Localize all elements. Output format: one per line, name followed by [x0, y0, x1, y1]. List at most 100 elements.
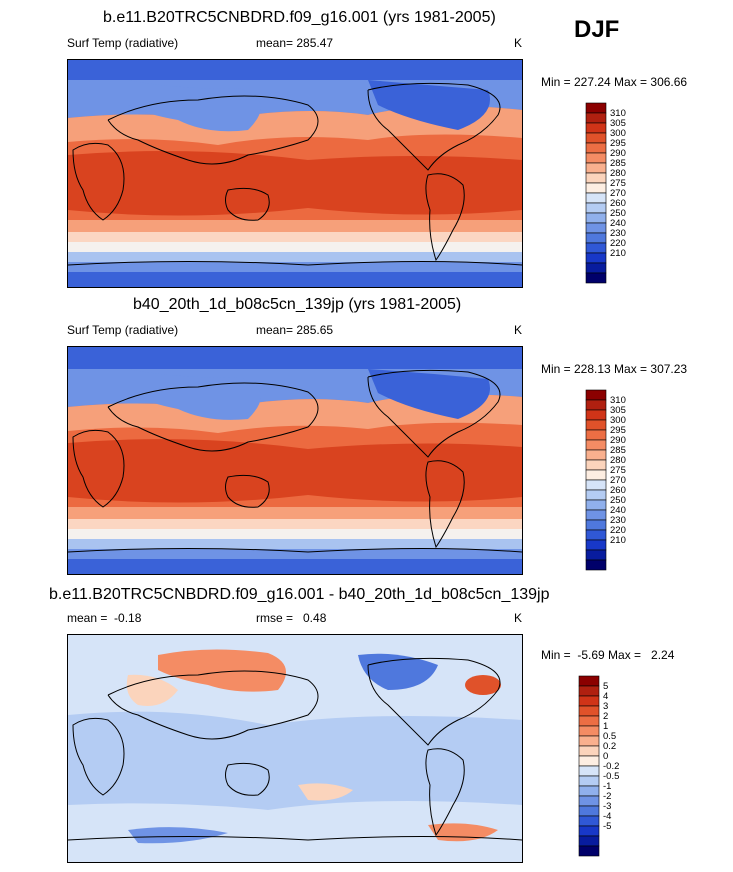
colorbar-tick-label: 280	[610, 455, 626, 466]
colorbar-tick-label: 305	[610, 405, 626, 416]
panel3-map	[67, 634, 523, 863]
colorbar-tick-label: 285	[610, 158, 626, 169]
band-south-cool	[68, 519, 522, 529]
colorbar-box	[585, 172, 607, 184]
colorbar-box	[585, 399, 607, 411]
colorbar-tick-label: 0.2	[603, 741, 616, 752]
colorbar-box	[585, 549, 607, 561]
coast-africa	[72, 142, 125, 221]
band-south-mild	[68, 220, 522, 232]
band-south-cold2	[68, 262, 522, 272]
panel1-minmax-label: Min = 227.24 Max = 306.66	[541, 75, 688, 89]
southern-cold-patch	[128, 827, 228, 844]
panel2-map	[67, 346, 523, 575]
colorbar-tick-label: 310	[610, 395, 626, 406]
colorbar-tick-label: 290	[610, 148, 626, 159]
coastlines	[68, 369, 522, 553]
band-north-cold	[68, 60, 522, 80]
colorbar-box	[585, 469, 607, 481]
colorbar-tick-label: -2	[603, 791, 611, 802]
panel3-rmse-label: rmse = 0.48	[256, 611, 327, 625]
namerica-cold-region	[368, 369, 490, 419]
colorbar-box	[578, 805, 600, 817]
colorbar-box	[585, 232, 607, 244]
coast-australia	[225, 187, 270, 221]
asia-warm-region	[158, 649, 286, 692]
panel2-variable-label: Surf Temp (radiative)	[67, 323, 179, 337]
colorbar-box	[585, 102, 607, 114]
coast-antarctica	[68, 836, 522, 841]
colorbar-tick-label: 305	[610, 118, 626, 129]
colorbar-box	[585, 459, 607, 471]
colorbar-tick-label: 5	[603, 681, 608, 692]
colorbar-box	[585, 262, 607, 274]
colorbar-tick-label: 300	[610, 128, 626, 139]
colorbar-box	[585, 439, 607, 451]
coastlines	[68, 82, 522, 266]
colorbar-box	[578, 765, 600, 777]
colorbar-box	[585, 509, 607, 521]
colorbar-box	[578, 745, 600, 757]
colorbar-box	[578, 705, 600, 717]
band-south-cold1	[68, 252, 522, 262]
colorbar-box	[578, 785, 600, 797]
colorbar-box	[585, 489, 607, 501]
band-south-cold2	[68, 549, 522, 559]
colorbar-box	[585, 242, 607, 254]
colorbar-tick-label: 270	[610, 475, 626, 486]
atlantic-warm-spot	[465, 675, 501, 695]
band-south-cold3	[68, 559, 522, 574]
colorbar-box	[578, 815, 600, 827]
band-south-neutral	[68, 242, 522, 252]
coast-antarctica	[68, 261, 522, 266]
coast-australia	[225, 762, 270, 796]
blob-light	[68, 711, 522, 810]
panel2-title: b40_20th_1d_b08c5cn_139jp (yrs 1981-2005…	[133, 296, 462, 313]
colorbar-box	[578, 675, 600, 687]
colorbar-tick-label: -0.2	[603, 761, 619, 772]
colorbar-tick-label: 295	[610, 425, 626, 436]
colorbar-box	[585, 222, 607, 234]
colorbar-box	[578, 735, 600, 747]
panel3-minmax-label: Min = -5.69 Max = 2.24	[541, 648, 675, 662]
asia-cold-region	[128, 369, 261, 420]
colorbar-tick-label: 220	[610, 238, 626, 249]
colorbar-tick-label: 250	[610, 208, 626, 219]
colorbar-box	[578, 715, 600, 727]
colorbar-tick-label: 240	[610, 218, 626, 229]
panel1-map	[67, 59, 523, 288]
band-tropics-hot	[68, 439, 522, 503]
colorbar-tick-label: 260	[610, 485, 626, 496]
namerica-cold-region	[368, 80, 490, 130]
coast-samerica	[425, 748, 465, 837]
band-south-mild	[68, 507, 522, 519]
colorbar-box	[578, 695, 600, 707]
panel2-colorbar: 310 305 300 295 290 285 280 275 270 260 250 240 230 2…	[585, 389, 646, 576]
panel3-map-svg	[68, 635, 522, 862]
colorbar-tick-label: -5	[603, 821, 611, 832]
coast-namerica	[367, 657, 501, 746]
colorbar-box	[585, 409, 607, 421]
colorbar-box	[585, 429, 607, 441]
coast-namerica	[367, 369, 501, 458]
colorbar-box	[585, 389, 607, 401]
panel3-unit-label: K	[514, 611, 523, 625]
colorbar-tick-label: 2	[603, 711, 608, 722]
colorbar-box	[585, 449, 607, 461]
colorbar-tick-label: 275	[610, 178, 626, 189]
colorbar-box	[585, 252, 607, 264]
band-south-neutral	[68, 529, 522, 539]
colorbar-box	[578, 755, 600, 767]
colorbar-tick-label: 260	[610, 198, 626, 209]
coast-antarctica	[68, 548, 522, 553]
colorbar-tick-label: 270	[610, 188, 626, 199]
colorbar-tick-label: 0	[603, 751, 608, 762]
colorbar-tick-label: -0.5	[603, 771, 619, 782]
colorbar-box	[585, 152, 607, 164]
colorbar-box	[585, 142, 607, 154]
colorbar-tick-label: 210	[610, 535, 626, 546]
panel2-colorbar-svg: 3103053002952902852802752702602502402302…	[585, 389, 626, 571]
panel1-map-svg	[68, 60, 522, 287]
colorbar-box	[585, 112, 607, 124]
